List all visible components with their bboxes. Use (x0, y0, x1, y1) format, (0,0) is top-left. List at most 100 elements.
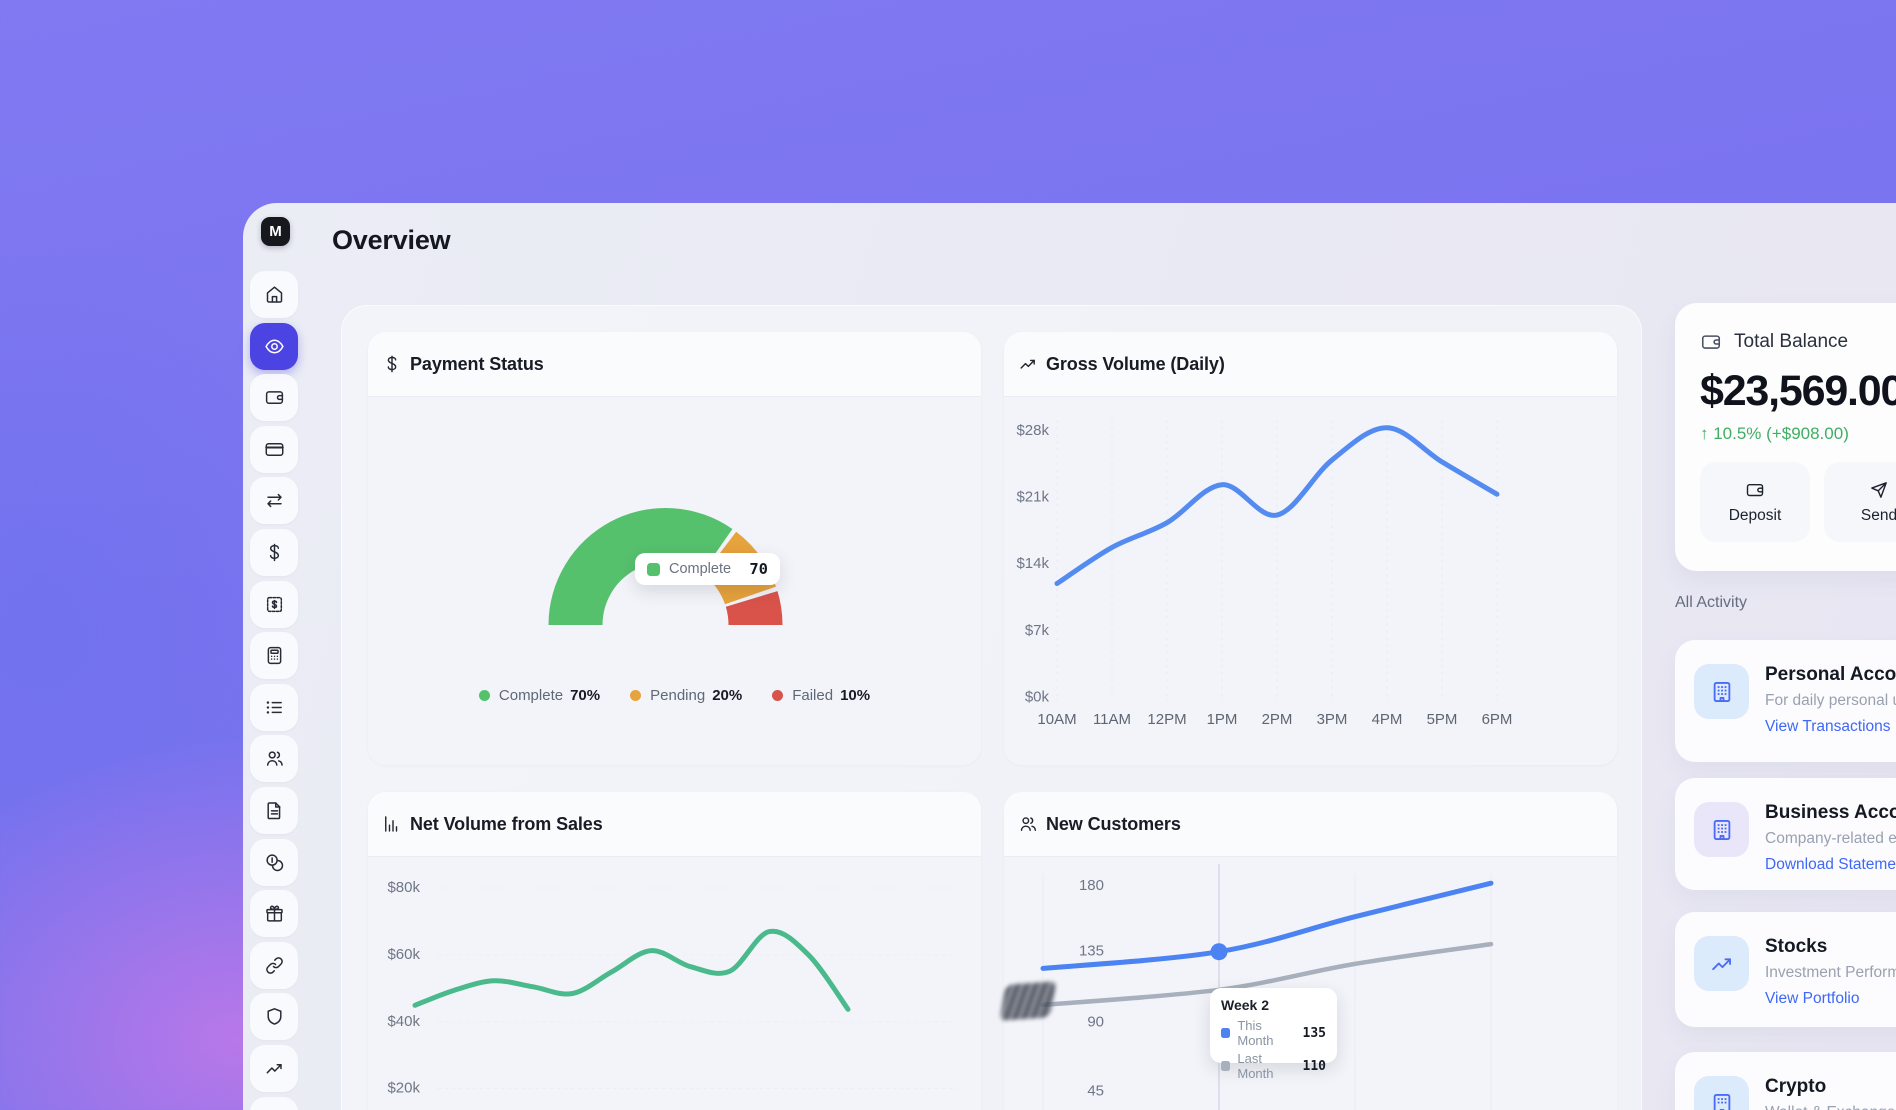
sidebar-item-documents[interactable] (250, 786, 298, 834)
building-icon (1694, 1076, 1749, 1110)
svg-text:180: 180 (1079, 877, 1104, 894)
new-customers-header: New Customers (1004, 792, 1617, 857)
svg-text:5PM: 5PM (1427, 711, 1458, 728)
svg-text:10AM: 10AM (1037, 711, 1076, 728)
shield-icon (266, 1008, 282, 1026)
button-label: Send (1860, 506, 1896, 524)
view-portfolio-link[interactable]: View Portfolio (1765, 990, 1860, 1007)
button-label: Deposit (1728, 506, 1782, 524)
payment-status-legend: Complete 70% Pending 20% Failed 10% (368, 687, 981, 704)
svg-text:45: 45 (1087, 1082, 1104, 1099)
tooltip-value: 110 (1302, 1058, 1326, 1074)
sidebar-item-wallet[interactable] (250, 374, 298, 422)
svg-text:2PM: 2PM (1262, 711, 1293, 728)
activity-title: Business Account (1765, 802, 1896, 823)
sidebar-item-cards[interactable] (250, 425, 298, 473)
payment-status-card: Payment Status Complete 70 Complete 70% … (368, 332, 981, 765)
tooltip-value: 70 (749, 560, 768, 578)
svg-text:$21k: $21k (1016, 488, 1049, 505)
download-statement-link[interactable]: Download Statement (1765, 856, 1896, 873)
app-logo[interactable]: M (261, 217, 290, 246)
dollar-icon (387, 355, 397, 373)
view-transactions-link[interactable]: View Transactions (1765, 718, 1891, 735)
svg-text:4PM: 4PM (1372, 711, 1403, 728)
new-customers-card: New Customers 180 135 90 45 Week 2 This Mon… (1004, 792, 1617, 1110)
dashboard-panel: M Overview (243, 203, 1896, 1110)
link-icon (265, 956, 283, 974)
activity-title: Stocks (1765, 936, 1828, 957)
svg-text:6PM: 6PM (1482, 711, 1513, 728)
calculator-icon (267, 647, 281, 665)
activity-description: Wallet & Exchange (1765, 1104, 1895, 1110)
sidebar-item-integrations[interactable] (250, 941, 298, 989)
legend-value: 10% (840, 687, 871, 704)
tooltip-swatch (647, 562, 660, 576)
total-balance-header: Total Balance (1700, 331, 1896, 353)
net-volume-card: Net Volume from Sales $80k $60k $40k $20k (368, 792, 981, 1110)
sidebar-item-security[interactable] (250, 993, 298, 1041)
legend-swatch (630, 690, 642, 701)
legend-swatch (478, 690, 490, 701)
sidebar-item-invoices[interactable] (250, 580, 298, 628)
users-icon (1020, 817, 1037, 831)
sidebar-item-payments[interactable] (250, 528, 298, 576)
list-icon (266, 701, 282, 714)
svg-text:$80k: $80k (387, 879, 420, 896)
balance-actions: Deposit Send (1700, 462, 1896, 542)
page-title: Overview (332, 225, 451, 255)
credit-card-icon (264, 442, 284, 456)
send-button[interactable]: Send (1824, 462, 1896, 542)
svg-text:$7k: $7k (1025, 622, 1050, 639)
tooltip-label: Last Month (1237, 1051, 1274, 1081)
document-icon (266, 802, 280, 820)
gross-volume-card: Gross Volume (Daily) $28k $21k $14k $7k $0k 1… (1004, 332, 1617, 765)
building-icon (1694, 664, 1749, 719)
total-balance-card: Total Balance $23,569.00 ↑ 10.5% (+$908.… (1675, 303, 1896, 571)
activity-card-personal-account[interactable]: Personal Account For daily personal use … (1675, 640, 1896, 762)
dollar-icon (269, 543, 279, 562)
wallet-icon (265, 391, 283, 405)
legend-label: Complete (498, 687, 564, 704)
trending-up-icon (1020, 359, 1035, 369)
activity-card-stocks[interactable]: Stocks Investment Performance View Portf… (1675, 912, 1896, 1027)
activity-card-crypto[interactable]: Crypto Wallet & Exchange (1675, 1052, 1896, 1110)
bar-chart-icon (385, 816, 398, 832)
sidebar-item-overview[interactable] (250, 322, 298, 370)
trending-up-icon (266, 1063, 282, 1074)
sidebar-item-home[interactable] (250, 271, 298, 318)
transfer-arrows-icon (266, 494, 282, 508)
legend-value: 70% (570, 687, 601, 704)
deposit-button[interactable]: Deposit (1700, 462, 1810, 542)
svg-text:$60k: $60k (387, 946, 420, 963)
trending-up-icon (1694, 936, 1749, 991)
sidebar-item-accounting[interactable] (250, 632, 298, 680)
legend-label: Failed (792, 687, 834, 704)
legend-item: Pending 20% (630, 687, 742, 704)
sidebar-item-coins[interactable] (250, 838, 298, 886)
legend-label: Pending (650, 687, 706, 704)
eye-icon (264, 339, 284, 354)
legend-swatch (772, 690, 784, 701)
wallet-icon (1746, 483, 1764, 496)
users-icon (266, 751, 283, 767)
net-volume-line-chart: $80k $60k $40k $20k (387, 879, 958, 1096)
receipt-dollar-icon (266, 596, 282, 612)
sidebar-item-rewards[interactable] (250, 890, 298, 938)
sidebar-item-analytics[interactable] (250, 1044, 298, 1092)
sidebar-item-devices[interactable] (250, 1096, 298, 1110)
card-title: Net Volume from Sales (410, 813, 603, 834)
sidebar-item-transactions[interactable] (250, 683, 298, 731)
activity-card-business-account[interactable]: Business Account Company-related expense… (1675, 778, 1896, 890)
gross-volume-header: Gross Volume (Daily) (1004, 332, 1617, 397)
sidebar-item-customers[interactable] (250, 735, 298, 783)
sidebar-item-transfers[interactable] (250, 477, 298, 525)
total-balance-label: Total Balance (1734, 331, 1849, 352)
tooltip-swatch (1221, 1061, 1231, 1071)
activity-title: Crypto (1765, 1076, 1827, 1097)
card-title: Payment Status (410, 353, 544, 374)
card-title: Gross Volume (Daily) (1046, 353, 1225, 374)
tooltip-row: Last Month 110 (1221, 1051, 1326, 1081)
mouse-cursor-motion-blur (999, 981, 1057, 1021)
new-customers-tooltip: Week 2 This Month 135 Last Month 110 (1210, 988, 1337, 1081)
svg-text:$28k: $28k (1016, 422, 1049, 439)
